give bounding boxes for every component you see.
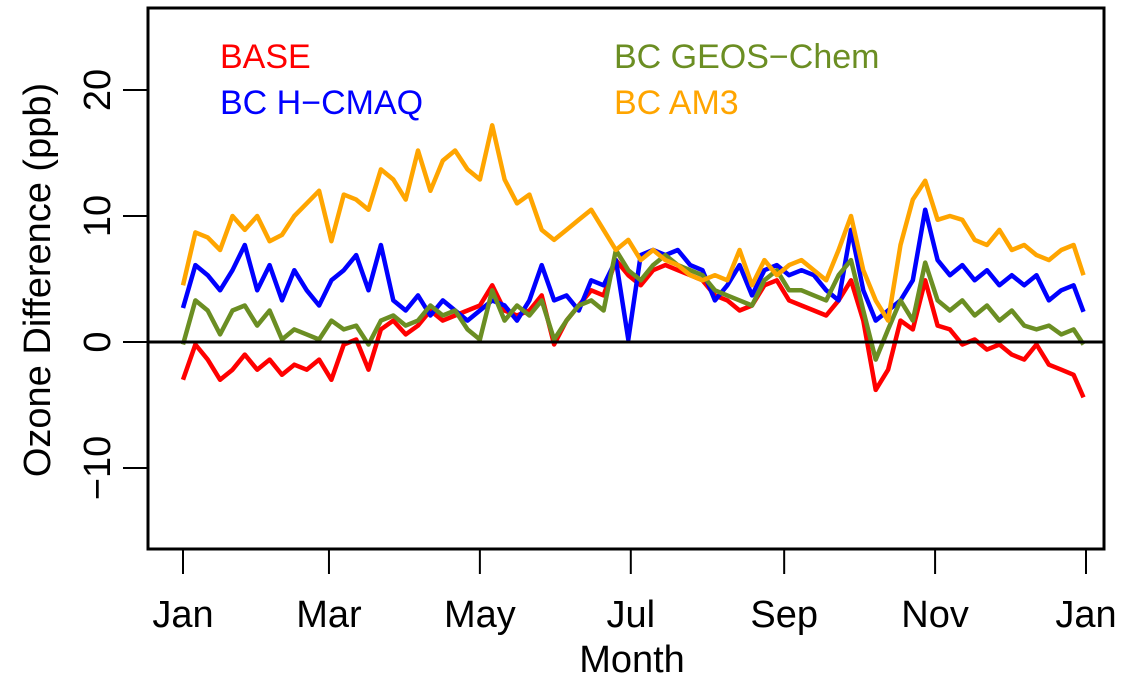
series-line-1 bbox=[180, 207, 1086, 342]
legend-bc-h-cmaq: BC H−CMAQ bbox=[220, 84, 423, 122]
y-tick-label: −10 bbox=[77, 436, 119, 500]
y-axis-label: Ozone Difference (ppb) bbox=[17, 83, 59, 477]
legend: BASE BC H−CMAQ BC GEOS−Chem BC AM3 bbox=[220, 38, 879, 122]
x-tick-label: Jul bbox=[607, 594, 656, 636]
x-tick-label: Sep bbox=[750, 594, 818, 636]
x-tick-label: Jan bbox=[152, 594, 213, 636]
legend-base: BASE bbox=[220, 38, 311, 76]
y-axis: −10 0 10 20 bbox=[77, 69, 149, 500]
y-tick-label: 10 bbox=[77, 195, 119, 237]
y-tick-label: 0 bbox=[77, 331, 119, 352]
x-tick-label: Jan bbox=[1055, 594, 1116, 636]
series-line-3 bbox=[180, 123, 1086, 323]
x-tick-label: Mar bbox=[296, 594, 362, 636]
x-tick-label: May bbox=[444, 594, 516, 636]
x-axis-label: Month bbox=[579, 639, 685, 680]
series-layer bbox=[180, 123, 1086, 399]
x-axis: Jan Mar May Jul Sep Nov Jan bbox=[152, 548, 1117, 636]
series-line-2 bbox=[180, 247, 1086, 362]
x-tick-label: Nov bbox=[901, 594, 969, 636]
legend-bc-am3: BC AM3 bbox=[614, 84, 739, 122]
series-line-0 bbox=[180, 257, 1086, 399]
y-tick-label: 20 bbox=[77, 69, 119, 111]
legend-bc-geos-chem: BC GEOS−Chem bbox=[614, 38, 879, 76]
